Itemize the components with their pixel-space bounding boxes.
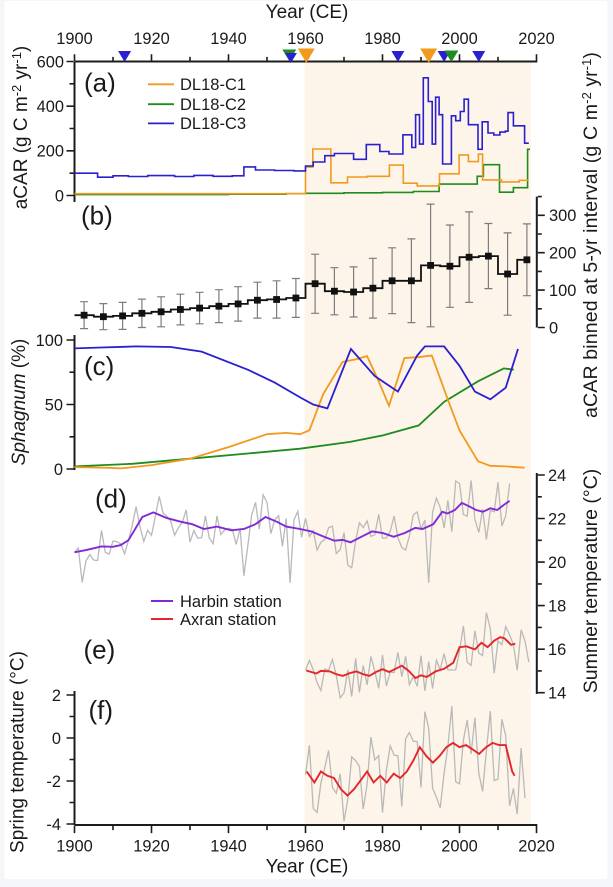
svg-text:DL18-C1: DL18-C1	[180, 76, 246, 94]
svg-text:2000: 2000	[441, 30, 477, 48]
svg-text:100: 100	[549, 282, 576, 300]
svg-text:(d): (d)	[95, 484, 127, 514]
svg-text:600: 600	[37, 53, 64, 71]
svg-text:2000: 2000	[441, 838, 477, 856]
svg-text:Year (CE): Year (CE)	[266, 857, 349, 878]
svg-text:Year (CE): Year (CE)	[266, 2, 349, 23]
svg-text:(c): (c)	[84, 351, 114, 381]
svg-text:aCAR (g C m-2 yr-1): aCAR (g C m-2 yr-1)	[9, 46, 32, 210]
svg-text:1920: 1920	[133, 838, 169, 856]
svg-text:0: 0	[549, 319, 558, 337]
svg-text:2: 2	[52, 687, 61, 705]
svg-text:Axran station: Axran station	[180, 611, 276, 629]
svg-text:1900: 1900	[56, 838, 92, 856]
svg-text:100: 100	[36, 332, 63, 350]
svg-text:200: 200	[549, 245, 576, 263]
svg-text:18: 18	[548, 598, 566, 616]
svg-text:Summer temperature (°C): Summer temperature (°C)	[580, 469, 602, 694]
svg-text:2020: 2020	[518, 30, 554, 48]
svg-text:-2: -2	[46, 773, 61, 791]
svg-text:1920: 1920	[133, 30, 169, 48]
svg-text:1980: 1980	[364, 30, 400, 48]
svg-text:Sphagnum (%): Sphagnum (%)	[9, 339, 30, 466]
svg-text:Spring temperature (°C): Spring temperature (°C)	[8, 651, 29, 853]
svg-text:(b): (b)	[81, 201, 113, 231]
svg-text:0: 0	[54, 461, 63, 479]
svg-text:Harbin station: Harbin station	[180, 593, 282, 611]
svg-text:300: 300	[549, 207, 576, 225]
svg-text:(a): (a)	[84, 68, 116, 98]
svg-text:14: 14	[548, 685, 566, 703]
svg-text:400: 400	[37, 98, 64, 116]
svg-text:20: 20	[548, 554, 566, 572]
svg-text:-4: -4	[46, 816, 61, 834]
svg-text:1940: 1940	[210, 30, 246, 48]
svg-text:22: 22	[548, 510, 566, 528]
svg-text:1960: 1960	[287, 30, 323, 48]
svg-text:24: 24	[548, 467, 566, 485]
svg-text:16: 16	[548, 641, 566, 659]
svg-text:(e): (e)	[84, 635, 116, 665]
svg-text:(f): (f)	[89, 695, 114, 725]
svg-text:DL18-C3: DL18-C3	[180, 115, 246, 133]
svg-text:1960: 1960	[287, 838, 323, 856]
svg-text:aCAR binned at 5-yr interval (: aCAR binned at 5-yr interval (g C m-2 yr…	[579, 52, 602, 418]
svg-text:DL18-C2: DL18-C2	[180, 96, 246, 114]
svg-text:1980: 1980	[364, 838, 400, 856]
svg-text:0: 0	[52, 730, 61, 748]
svg-text:2020: 2020	[518, 838, 554, 856]
svg-text:50: 50	[45, 396, 63, 414]
svg-text:1900: 1900	[56, 30, 92, 48]
svg-text:0: 0	[55, 187, 64, 205]
svg-text:200: 200	[37, 143, 64, 161]
svg-text:1940: 1940	[210, 838, 246, 856]
